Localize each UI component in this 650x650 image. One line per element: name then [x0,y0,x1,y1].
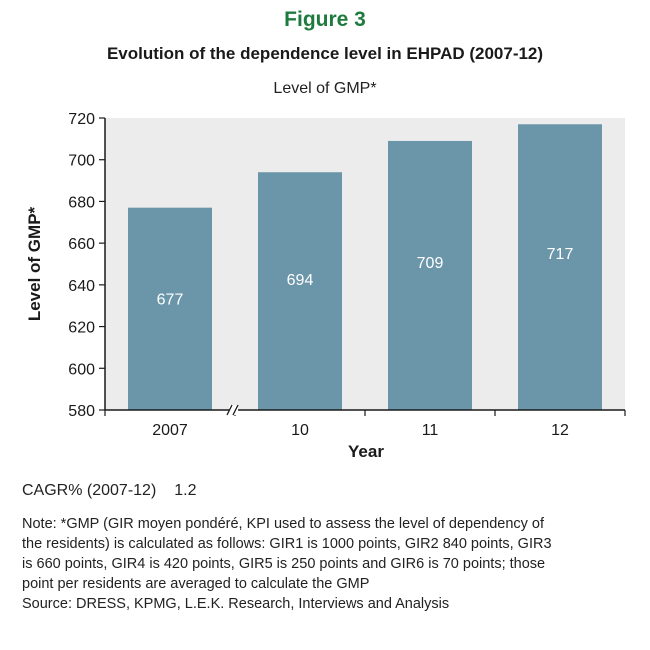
note-line: point per residents are averaged to calc… [22,576,370,592]
x-tick-label: 11 [422,422,439,439]
note-line: Note: *GMP (GIR moyen pondéré, KPI used … [22,516,545,532]
bar-chart: 677 694 709 717 580 600 620 640 660 680 700 720 2007… [25,111,626,461]
bar-value-label: 717 [547,246,574,263]
y-tick-label: 600 [68,361,95,378]
chart-title: Evolution of the dependence level in EHP… [106,44,544,63]
y-tick-label: 680 [68,194,95,211]
bar [128,207,212,410]
figure-label: Figure 3 [284,8,366,31]
y-tick-label: 620 [68,320,95,337]
y-axis-title: Level of GMP* [25,206,44,321]
y-tick-label: 580 [68,403,95,420]
axis-break-mark [226,404,233,416]
y-tick-label: 700 [68,153,95,170]
axis-break-mark [232,404,239,416]
chart-subtitle: Level of GMP* [273,80,377,97]
bar-value-label: 694 [287,272,314,289]
cagr-row: CAGR% (2007-12) 1.2 [22,482,197,500]
bar [388,140,472,410]
bar [258,172,342,410]
cagr-label: CAGR% (2007-12) [22,482,157,499]
axis-break-gap [229,405,238,415]
cagr-value: 1.2 [174,482,197,499]
x-axis-title: Year [348,442,384,461]
source-line: Source: DRESS, KPMG, L.E.K. Research, In… [22,596,450,612]
footnote: Note: *GMP (GIR moyen pondéré, KPI used … [22,514,632,614]
y-tick-label: 720 [68,111,95,128]
x-tick-label: 2007 [152,422,188,439]
note-line: the residents) is calculated as follows:… [22,536,552,552]
x-tick-label: 10 [291,422,309,439]
note-line: is 660 points, GIR4 is 420 points, GIR5 … [22,556,546,572]
y-tick-label: 640 [68,278,95,295]
y-tick-label: 660 [68,236,95,253]
bar-value-label: 677 [157,292,184,309]
bar-value-label: 709 [417,255,444,272]
x-tick-label: 12 [551,422,569,439]
bar [518,124,602,410]
